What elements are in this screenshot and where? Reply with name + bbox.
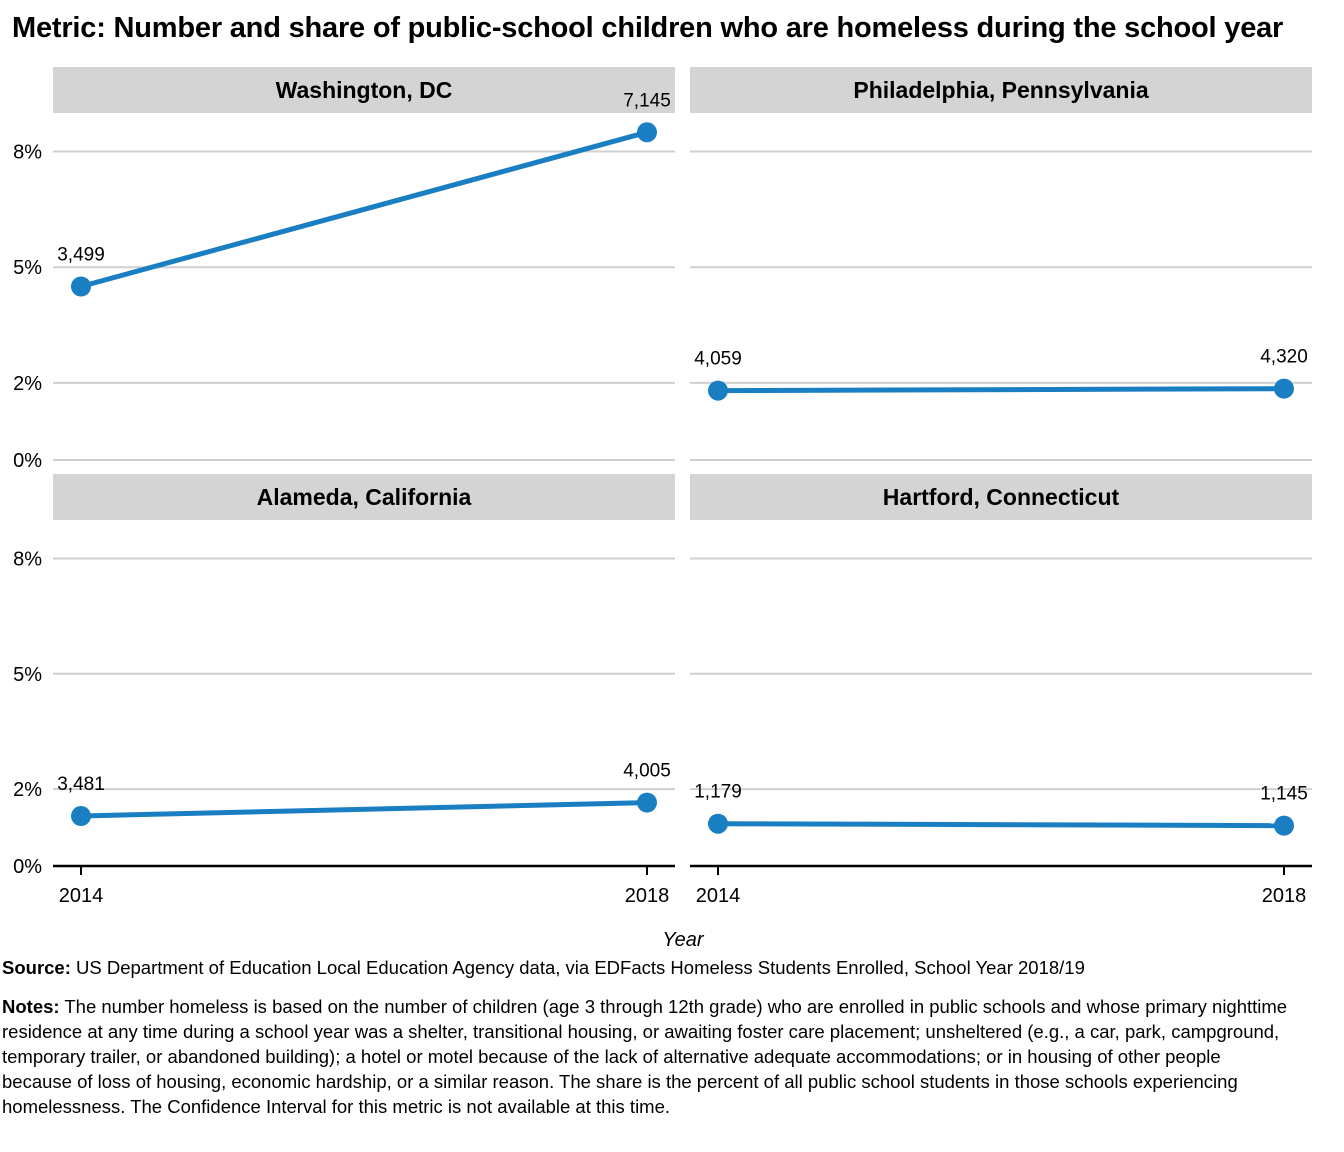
y-tick-label: 0% xyxy=(13,856,42,878)
y-tick-label: 2% xyxy=(13,779,42,801)
source-text: US Department of Education Local Educati… xyxy=(70,957,1085,978)
strip-title: Alameda, California xyxy=(257,484,472,510)
strip-header xyxy=(690,67,1312,113)
data-point xyxy=(637,792,657,813)
x-axis-title: Year xyxy=(662,929,704,950)
data-label: 4,059 xyxy=(694,349,742,370)
panel-3: Alameda, California 0% 2% 5% 8% 2014 2018 3,481… xyxy=(13,474,675,907)
x-tick-label: 2018 xyxy=(1262,885,1307,907)
chart-title: Metric: Number and share of public-schoo… xyxy=(12,12,1284,44)
data-label: 4,005 xyxy=(623,761,671,782)
strip-title: Philadelphia, Pennsylvania xyxy=(853,77,1148,103)
data-label: 1,179 xyxy=(694,782,742,803)
data-label: 7,145 xyxy=(623,90,671,111)
strip-header xyxy=(53,67,675,113)
series-line xyxy=(80,129,648,289)
notes: Notes: The number homeless is based on t… xyxy=(2,994,1292,1119)
panel-2: Philadelphia, Pennsylvania 4,059 4,320 xyxy=(690,67,1312,461)
series-line xyxy=(80,800,648,819)
data-point xyxy=(71,276,91,297)
panel-4: Hartford, Connecticut 2014 2018 1,179 1,145 xyxy=(690,474,1312,907)
series-line xyxy=(717,821,1285,829)
data-point xyxy=(71,806,91,827)
data-label: 1,145 xyxy=(1260,784,1308,805)
data-label: 3,481 xyxy=(57,774,105,795)
data-point xyxy=(637,122,657,143)
faceted-line-chart: Washington, DC 0% 2% 5% 8% 3,499 7,145 Philadel… xyxy=(13,67,1312,950)
data-label: 4,320 xyxy=(1260,347,1308,368)
strip-header xyxy=(53,474,675,520)
data-label: 3,499 xyxy=(57,245,105,266)
y-tick-label: 8% xyxy=(13,548,42,570)
notes-label: Notes: xyxy=(2,996,60,1017)
x-tick-label: 2014 xyxy=(59,885,104,907)
source-note: Source: US Department of Education Local… xyxy=(2,957,1332,979)
data-point xyxy=(708,813,728,834)
x-tick-label: 2014 xyxy=(696,885,741,907)
strip-title: Hartford, Connecticut xyxy=(883,484,1120,510)
data-point xyxy=(1274,378,1294,399)
y-tick-label: 5% xyxy=(13,664,42,686)
strip-header xyxy=(690,474,1312,520)
y-tick-label: 5% xyxy=(13,257,42,279)
y-tick-label: 0% xyxy=(13,450,42,472)
source-label: Source: xyxy=(2,957,71,978)
series-line xyxy=(717,386,1285,394)
strip-title: Washington, DC xyxy=(276,77,453,103)
notes-text: The number homeless is based on the numb… xyxy=(2,996,1288,1117)
data-point xyxy=(708,380,728,401)
panel-1: Washington, DC 0% 2% 5% 8% 3,499 7,145 xyxy=(13,67,675,472)
y-tick-label: 2% xyxy=(13,373,42,395)
x-tick-label: 2018 xyxy=(625,885,670,907)
data-point xyxy=(1274,815,1294,836)
y-tick-label: 8% xyxy=(13,142,42,164)
